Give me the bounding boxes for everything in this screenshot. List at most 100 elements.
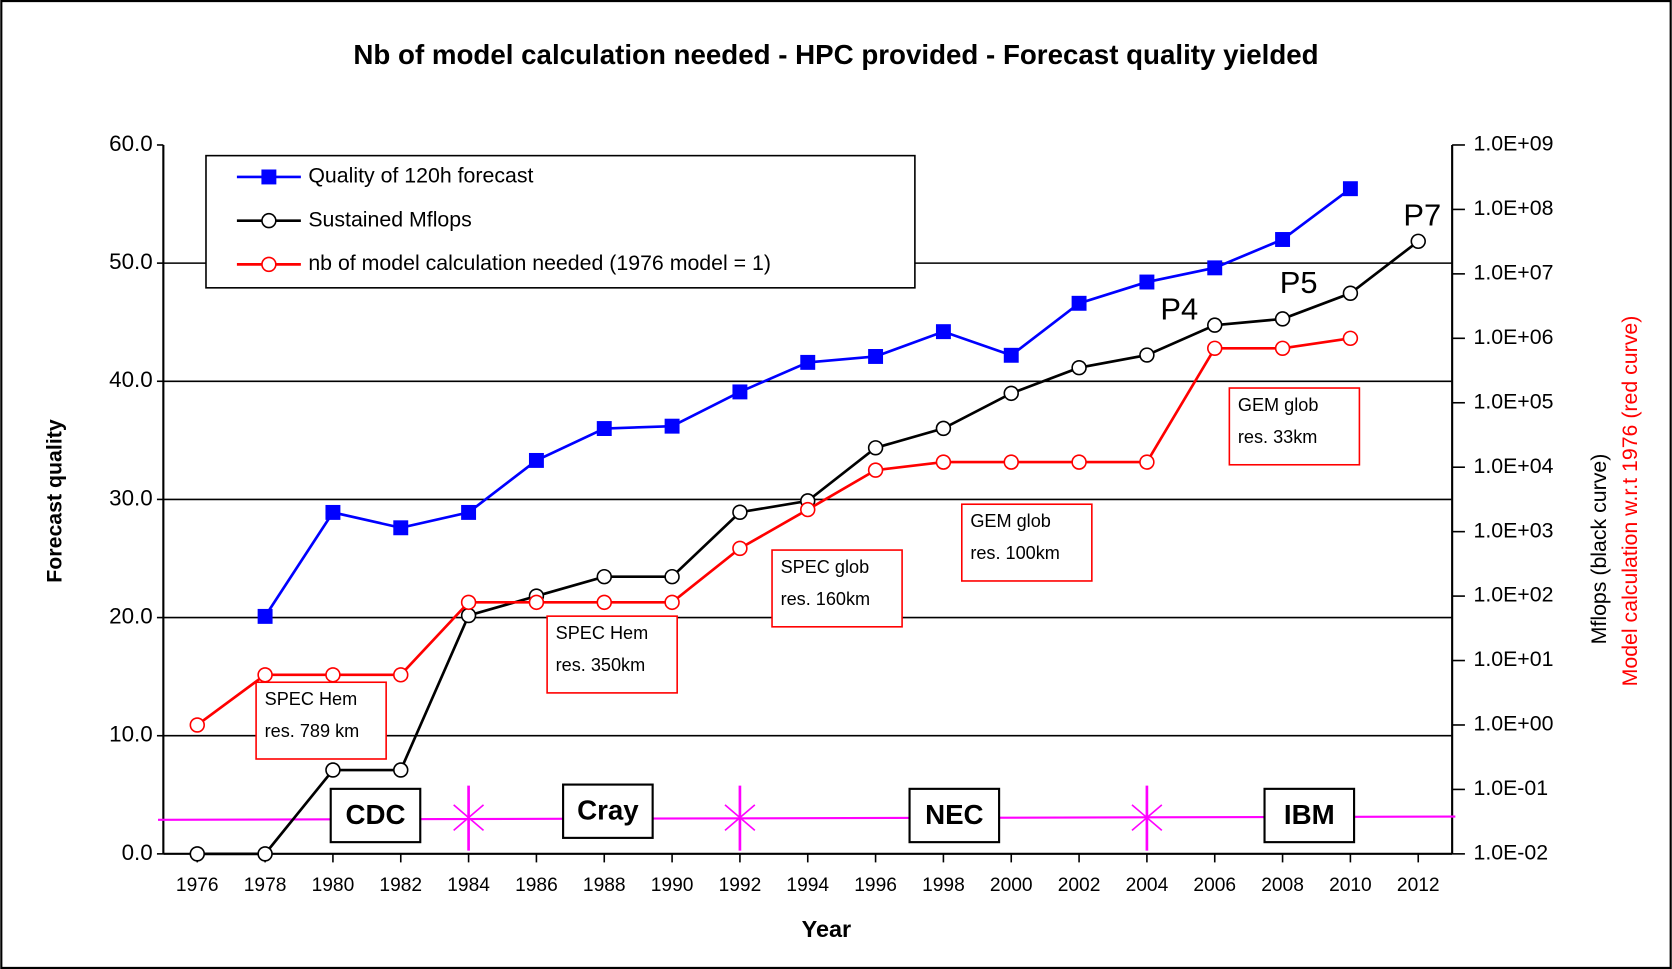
annotation-text: SPEC Hem — [265, 689, 358, 709]
data-point — [1274, 340, 1291, 357]
data-point — [800, 354, 816, 370]
y2-axis-label: Model calculation w.r.t 1976 (red curve) — [1618, 316, 1642, 687]
era-boundary-star — [724, 804, 756, 832]
era-label: CDC — [345, 799, 405, 830]
chart-title: Nb of model calculation needed - HPC pro… — [353, 39, 1318, 70]
series-line — [196, 336, 1351, 727]
annotation-text: res. 33km — [1238, 427, 1318, 447]
data-point — [393, 667, 409, 683]
x-tick-label: 1998 — [922, 875, 965, 896]
y2-tick-label: 1.0E-01 — [1473, 776, 1548, 800]
y2-tick-label: 1.0E+09 — [1473, 132, 1553, 156]
data-point — [1207, 317, 1223, 333]
y-tick-label: 20.0 — [109, 603, 153, 628]
y2-tick-label: 1.0E+04 — [1473, 454, 1553, 478]
y2-tick-label: 1.0E+07 — [1473, 260, 1553, 284]
x-tick-label: 1996 — [854, 875, 897, 896]
y2-tick-label: 1.0E+00 — [1473, 712, 1553, 736]
data-point — [732, 540, 748, 557]
x-tick-label: 1986 — [515, 875, 558, 896]
data-point — [1207, 260, 1223, 276]
annotation-text: SPEC Hem — [556, 623, 649, 643]
annotation-text: res. 160km — [781, 589, 871, 609]
annotation-text: GEM glob — [970, 511, 1051, 531]
x-tick-label: 1976 — [176, 875, 219, 896]
data-point — [935, 420, 952, 437]
x-tick-label: 1988 — [583, 875, 626, 896]
y2-tick-label: 1.0E+03 — [1473, 518, 1553, 542]
data-point — [1274, 311, 1291, 327]
y2-tick-label: 1.0E-02 — [1473, 840, 1548, 864]
x-tick-label: 2012 — [1397, 875, 1440, 896]
data-point — [800, 501, 816, 518]
x-tick-label: 1990 — [651, 875, 694, 896]
annotation-box — [1228, 387, 1361, 466]
data-point — [1275, 232, 1291, 247]
data-point — [257, 667, 273, 683]
power-label: P7 — [1403, 198, 1441, 233]
data-point — [257, 608, 273, 624]
y2-tick-label: 1.0E+08 — [1473, 196, 1553, 220]
data-point — [460, 607, 477, 624]
data-point — [528, 594, 545, 611]
y-tick-label: 60.0 — [109, 131, 153, 156]
era-label: Cray — [577, 795, 639, 826]
data-point — [1071, 454, 1087, 470]
x-tick-label: 1984 — [447, 875, 490, 896]
legend-label: Quality of 120h forecast — [308, 164, 533, 188]
power-label: P5 — [1280, 265, 1318, 300]
y-tick-label: 40.0 — [109, 367, 153, 392]
era-box — [562, 783, 654, 839]
y-tick-label: 50.0 — [109, 249, 153, 274]
x-tick-label: 2006 — [1193, 875, 1236, 896]
x-tick-label: 1992 — [719, 875, 762, 896]
data-point — [189, 846, 205, 862]
y2-axis-label: Mflops (black curve) — [1587, 454, 1611, 645]
x-tick-label: 2000 — [990, 875, 1033, 896]
x-tick-label: 1978 — [244, 875, 287, 896]
legend-box — [205, 154, 916, 289]
data-point — [325, 762, 341, 778]
y-axis-label: Forecast quality — [42, 419, 66, 583]
data-point — [257, 846, 273, 862]
data-point — [1003, 454, 1019, 470]
data-point — [393, 762, 409, 778]
era-box — [908, 787, 1001, 844]
x-tick-label: 1994 — [786, 875, 829, 896]
data-point — [528, 452, 544, 468]
legend-marker — [261, 212, 277, 229]
data-point — [596, 568, 612, 585]
annotation-text: res. 100km — [970, 543, 1060, 563]
x-tick-label: 2002 — [1058, 875, 1101, 896]
data-point — [935, 454, 952, 470]
y2-tick-label: 1.0E+01 — [1473, 647, 1553, 671]
data-point — [461, 504, 477, 520]
annotation-box — [255, 681, 387, 760]
legend-label: Sustained Mflops — [308, 207, 472, 231]
data-point — [1139, 274, 1155, 290]
annotation-box — [546, 615, 678, 694]
x-tick-label: 1982 — [379, 875, 422, 896]
era-box — [329, 787, 422, 844]
x-axis-label: Year — [802, 916, 852, 942]
era-label: NEC — [925, 799, 984, 830]
data-point — [1071, 359, 1087, 376]
data-point — [935, 324, 951, 340]
x-tick-label: 2008 — [1261, 875, 1304, 896]
data-point — [867, 440, 884, 456]
data-point — [189, 717, 205, 733]
era-label: IBM — [1284, 799, 1335, 830]
data-point — [664, 594, 680, 611]
data-point — [732, 504, 748, 520]
annotation-box — [960, 503, 1093, 582]
era-boundary-star — [453, 804, 485, 832]
data-point — [1003, 347, 1019, 363]
data-point — [1342, 330, 1359, 347]
y2-tick-label: 1.0E+06 — [1473, 325, 1553, 349]
legend-label: nb of model calculation needed (1976 mod… — [308, 251, 771, 275]
data-point — [1139, 454, 1155, 470]
annotation-text: SPEC glob — [781, 557, 870, 577]
power-label: P4 — [1160, 291, 1198, 326]
data-point — [596, 594, 612, 611]
